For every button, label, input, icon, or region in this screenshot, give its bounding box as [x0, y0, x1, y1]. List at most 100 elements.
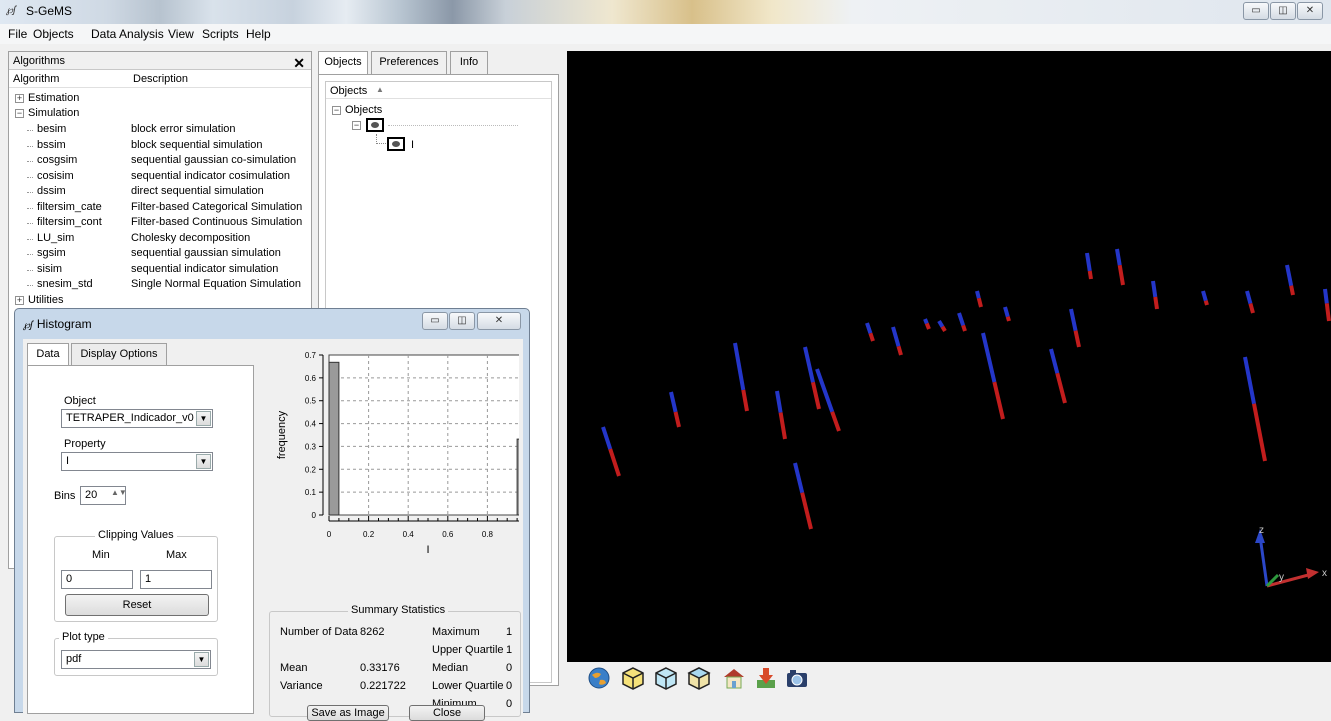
- algorithm-description: sequential gaussian co-simulation: [131, 154, 297, 166]
- app-icon: ℘ʃ: [6, 5, 16, 16]
- menu-view[interactable]: View: [168, 27, 194, 41]
- expand-icon[interactable]: +: [15, 295, 24, 305]
- min-input[interactable]: 0: [61, 570, 133, 589]
- tab-display-options[interactable]: Display Options: [71, 343, 167, 365]
- well-segment-blue: [669, 391, 678, 413]
- well-segment-red: [976, 297, 983, 308]
- import-icon[interactable]: [754, 666, 778, 690]
- tab-data[interactable]: Data: [27, 343, 69, 366]
- well-segment-blue: [775, 390, 783, 413]
- close-histogram-button[interactable]: Close: [409, 705, 485, 721]
- algorithm-description: direct sequential simulation: [131, 185, 264, 197]
- x-axis-label: I: [426, 544, 429, 556]
- menu-data-analysis[interactable]: Data Analysis: [91, 27, 164, 41]
- histogram-title-text: Histogram: [36, 317, 92, 331]
- algorithm-name: bssim: [37, 138, 66, 151]
- minimize-button[interactable]: ▭: [1243, 2, 1269, 20]
- globe-icon[interactable]: [587, 666, 611, 690]
- chevron-down-icon[interactable]: ▼: [194, 652, 209, 667]
- algorithm-row-lu-sim[interactable]: LU_sim Cholesky decomposition: [27, 231, 307, 247]
- 3d-scene[interactable]: z y x: [567, 51, 1331, 662]
- minimum-value: 0: [506, 698, 513, 710]
- tab-objects[interactable]: Objects: [318, 51, 368, 75]
- menu-help[interactable]: Help: [246, 27, 271, 41]
- object-select[interactable]: TETRAPER_Indicador_v0 ▼: [61, 409, 213, 428]
- histogram-close-button[interactable]: ✕: [477, 312, 521, 330]
- max-input[interactable]: 1: [140, 570, 212, 589]
- tree-group-utilities[interactable]: + Utilities: [15, 294, 305, 309]
- algorithm-row-sisim[interactable]: sisim sequential indicator simulation: [27, 263, 307, 278]
- algorithm-row-besim[interactable]: besim block error simulation: [27, 123, 307, 138]
- algorithms-column-header: Algorithm Description: [9, 71, 311, 88]
- well-segment-red: [811, 381, 821, 410]
- chevron-down-icon[interactable]: ▼: [196, 454, 211, 469]
- cube-top-icon[interactable]: [687, 666, 711, 690]
- algorithm-row-filtersim-cate[interactable]: filtersim_cate Filter-based Categorical S…: [27, 201, 307, 216]
- visibility-eye-icon[interactable]: [387, 137, 405, 151]
- collapse-icon[interactable]: −: [15, 108, 24, 118]
- property-node[interactable]: I: [411, 139, 415, 151]
- plot-type-group: Plot type pdf ▼: [54, 631, 218, 676]
- cube-front-icon[interactable]: [621, 666, 645, 690]
- objects-root[interactable]: Objects: [345, 104, 383, 116]
- well-segment-blue: [1285, 264, 1294, 287]
- tree-group-estimation[interactable]: + Estimation: [15, 92, 305, 107]
- well-segment-blue: [1115, 248, 1122, 266]
- close-button[interactable]: ✕: [1297, 2, 1323, 20]
- menu-objects[interactable]: Objects: [33, 27, 74, 41]
- collapse-icon[interactable]: −: [332, 105, 341, 115]
- tree-connector: [27, 130, 33, 131]
- x-tick-label: 0.8: [482, 530, 494, 539]
- algorithm-row-dssim[interactable]: dssim direct sequential simulation: [27, 185, 307, 200]
- visibility-eye-icon[interactable]: [366, 118, 384, 132]
- chevron-down-icon[interactable]: ▼: [196, 411, 211, 426]
- sort-icon: ▲: [376, 85, 384, 94]
- reset-button[interactable]: Reset: [65, 594, 209, 616]
- expand-icon[interactable]: +: [15, 93, 24, 103]
- algorithm-row-snesim-std[interactable]: snesim_std Single Normal Equation Simulat…: [27, 278, 307, 293]
- algorithm-row-cosisim[interactable]: cosisim sequential indicator cosimulation: [27, 170, 307, 185]
- well-segment-blue: [957, 312, 966, 327]
- tree-connector: [27, 207, 33, 209]
- x-axis-label: x: [1322, 568, 1327, 579]
- histogram-minimize-button[interactable]: ▭: [422, 312, 448, 330]
- algorithm-row-cosgsim[interactable]: cosgsim sequential gaussian co-simulation: [27, 154, 307, 169]
- window-title: S-GeMS: [26, 4, 73, 18]
- well-segment-red: [1289, 285, 1295, 296]
- plot-type-select[interactable]: pdf ▼: [61, 650, 211, 669]
- camera-icon[interactable]: [785, 666, 809, 690]
- well-segment-blue: [1003, 306, 1010, 318]
- maximum-value: 1: [506, 626, 513, 638]
- collapse-icon[interactable]: −: [352, 120, 361, 130]
- column-algorithm[interactable]: Algorithm: [13, 73, 60, 85]
- algorithm-name: dssim: [37, 185, 66, 197]
- algorithm-row-sgsim[interactable]: sgsim sequential gaussian simulation: [27, 247, 307, 262]
- histogram-restore-button[interactable]: ◫: [449, 312, 475, 330]
- menu-file[interactable]: File: [8, 27, 28, 41]
- tab-info[interactable]: Info: [450, 51, 488, 74]
- upper-quartile-label: Upper Quartile: [432, 644, 504, 656]
- tab-preferences[interactable]: Preferences: [371, 51, 447, 74]
- objects-column-header[interactable]: Objects ▲: [326, 82, 551, 99]
- bins-spinner[interactable]: 20 ▲▼: [80, 486, 127, 505]
- algorithm-row-bssim[interactable]: bssim block sequential simulation: [27, 138, 307, 154]
- histogram-bar: [516, 438, 519, 516]
- save-as-image-button[interactable]: Save as Image: [307, 705, 389, 721]
- algorithm-name: LU_sim: [37, 231, 75, 244]
- data-tab-page: Object TETRAPER_Indicador_v0 ▼ Property …: [27, 365, 254, 714]
- home-icon[interactable]: [722, 666, 746, 690]
- algorithm-row-filtersim-cont[interactable]: filtersim_cont Filter-based Continuous Si…: [27, 216, 307, 231]
- spinner-arrows-icon[interactable]: ▲▼: [111, 488, 127, 497]
- tree-group-simulation[interactable]: − Simulation: [15, 107, 305, 122]
- clipping-values-title: Clipping Values: [95, 529, 177, 541]
- tree-connector: [27, 285, 33, 286]
- 3d-viewer[interactable]: z y x: [567, 51, 1331, 662]
- algorithm-description: Single Normal Equation Simulation: [131, 278, 301, 290]
- property-select[interactable]: I ▼: [61, 452, 213, 471]
- menu-scripts[interactable]: Scripts: [202, 27, 239, 41]
- algorithms-close-icon[interactable]: ✕: [293, 55, 305, 71]
- mean-value: 0.33176: [360, 662, 400, 674]
- restore-button[interactable]: ◫: [1270, 2, 1296, 20]
- column-description[interactable]: Description: [133, 73, 189, 85]
- cube-side-icon[interactable]: [654, 666, 678, 690]
